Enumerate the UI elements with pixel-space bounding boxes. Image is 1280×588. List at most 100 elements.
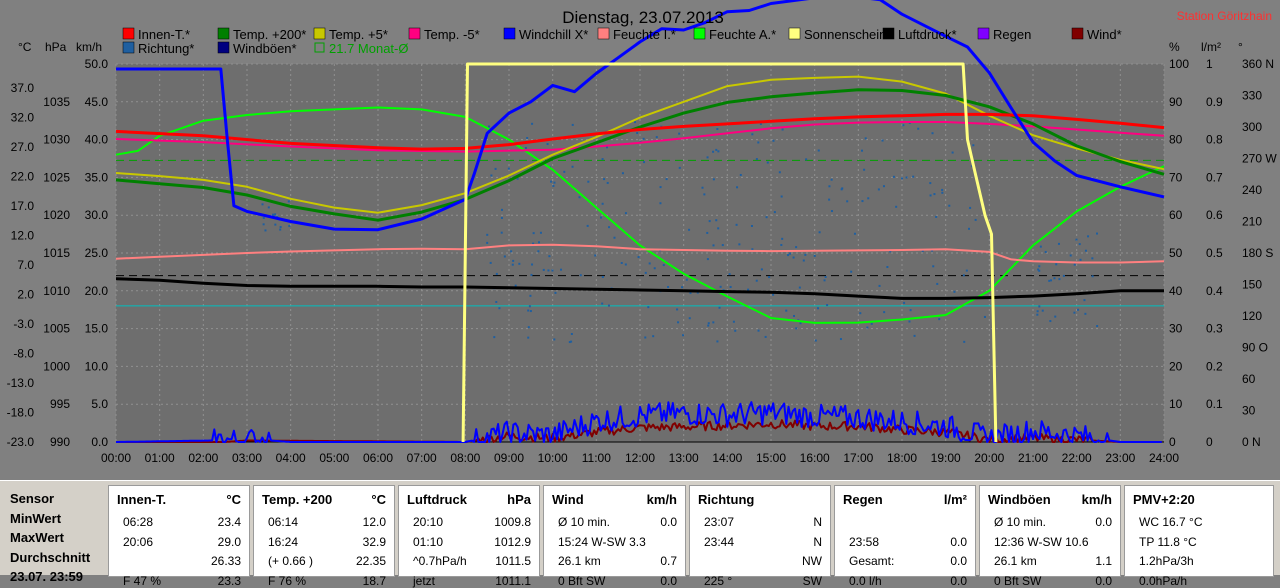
stats-cell-label: Ø 10 min. — [558, 515, 611, 529]
stats-panel: Wind km/h Ø 10 min. 0.0 15:24 W-SW 3.3 26.1 k… — [543, 485, 686, 588]
direction-point — [696, 291, 699, 294]
direction-point — [729, 285, 732, 288]
direction-point — [972, 144, 975, 147]
direction-point — [846, 200, 849, 203]
kmh-tick-label: 35.0 — [85, 170, 109, 184]
direction-point — [1073, 311, 1076, 314]
stats-cell-label: WC 16.7 °C — [1139, 515, 1203, 529]
direction-point — [488, 125, 491, 128]
stats-cell-value: 1012.9 — [494, 534, 531, 549]
direction-point — [795, 246, 798, 249]
stats-cell-value: 29.0 — [217, 534, 241, 549]
kmh-tick-label: 25.0 — [85, 246, 109, 260]
direction-tick-label: 150 — [1242, 278, 1262, 292]
direction-point — [500, 208, 503, 211]
direction-point — [636, 132, 639, 135]
direction-point — [719, 285, 722, 288]
direction-point — [579, 274, 582, 277]
stats-cell-value: 0.0 — [950, 554, 967, 568]
direction-point — [1077, 308, 1080, 311]
direction-point — [715, 219, 718, 222]
stats-cell-value: NW — [802, 554, 822, 568]
time-tick-label: 10:00 — [538, 451, 568, 465]
stats-panel: PMV+2:20 WC 16.7 °C TP 11.8 °C 1.2hPa/3h 0.0… — [1124, 485, 1274, 588]
stats-panel: Windböen km/h Ø 10 min. 0.0 12:36 W-SW 10.6 2… — [979, 485, 1121, 588]
direction-point — [877, 188, 880, 191]
legend-label: Regen — [993, 27, 1031, 42]
stats-panel-unit: l/m² — [943, 492, 967, 507]
direction-point — [662, 264, 665, 267]
direction-point — [682, 334, 685, 337]
celsius-tick-label: 17.0 — [11, 199, 35, 213]
legend-swatch — [217, 27, 230, 40]
direction-point — [866, 326, 869, 329]
lm2-tick-label: 0.5 — [1206, 246, 1223, 260]
stats-panel-title: Innen-T. — [117, 492, 167, 507]
celsius-tick-label: 2.0 — [17, 288, 34, 302]
kmh-tick-label: 45.0 — [85, 95, 109, 109]
direction-point — [1055, 263, 1058, 266]
direction-point — [608, 226, 611, 229]
percent-tick-label: 30 — [1169, 322, 1183, 336]
direction-point — [560, 268, 563, 271]
direction-point — [527, 309, 530, 312]
stats-panel-unit: km/h — [646, 492, 677, 507]
direction-point — [262, 223, 265, 226]
direction-point — [587, 180, 590, 183]
direction-point — [735, 223, 738, 226]
direction-point — [1054, 315, 1057, 318]
time-tick-label: 20:00 — [974, 451, 1004, 465]
stats-cell-label: 0.0 l/h — [849, 573, 882, 588]
direction-point — [568, 341, 571, 344]
direction-point — [969, 206, 972, 209]
direction-point — [721, 244, 724, 247]
stats-cell-value: N — [813, 534, 822, 549]
hpa-tick-label: 1010 — [43, 284, 70, 298]
direction-point — [863, 168, 866, 171]
direction-point — [601, 275, 604, 278]
direction-point — [601, 202, 604, 205]
direction-point — [913, 334, 916, 337]
direction-point — [1058, 278, 1061, 281]
direction-point — [507, 167, 510, 170]
row-label-avg: Durchschnitt — [10, 550, 91, 565]
direction-point — [512, 259, 515, 262]
direction-point — [712, 244, 715, 247]
direction-point — [529, 294, 532, 297]
stats-cell-label: ^0.7hPa/h — [413, 554, 467, 568]
time-tick-label: 17:00 — [843, 451, 873, 465]
direction-point — [620, 262, 623, 265]
kmh-tick-label: 0.0 — [91, 435, 108, 449]
celsius-tick-label: 22.0 — [11, 170, 35, 184]
direction-point — [531, 263, 534, 266]
direction-point — [826, 304, 829, 307]
direction-point — [828, 185, 831, 188]
direction-point — [909, 309, 912, 312]
direction-tick-label: 300 — [1242, 120, 1262, 134]
legend-label: Wind* — [1087, 27, 1122, 42]
legend-swatch — [408, 27, 421, 40]
time-tick-label: 01:00 — [145, 451, 175, 465]
direction-point — [901, 177, 904, 180]
direction-point — [279, 226, 282, 229]
direction-point — [486, 233, 489, 236]
direction-point — [772, 139, 775, 142]
legend-swatch — [597, 27, 610, 40]
direction-point — [938, 318, 941, 321]
direction-point — [932, 265, 935, 268]
direction-point — [931, 132, 934, 135]
stats-panel: Regen l/m² 23:58 0.0 Gesamt: 0.0 0.0 l/h 0.0 — [834, 485, 976, 588]
direction-point — [706, 258, 709, 261]
direction-point — [948, 204, 951, 207]
percent-tick-label: 10 — [1169, 397, 1183, 411]
celsius-tick-label: -8.0 — [13, 347, 34, 361]
direction-point — [550, 180, 553, 183]
time-tick-label: 23:00 — [1105, 451, 1135, 465]
direction-point — [787, 254, 790, 257]
direction-point — [778, 171, 781, 174]
direction-point — [706, 156, 709, 159]
direction-point — [1083, 299, 1086, 302]
direction-point — [921, 249, 924, 252]
direction-point — [818, 231, 821, 234]
direction-point — [546, 143, 549, 146]
